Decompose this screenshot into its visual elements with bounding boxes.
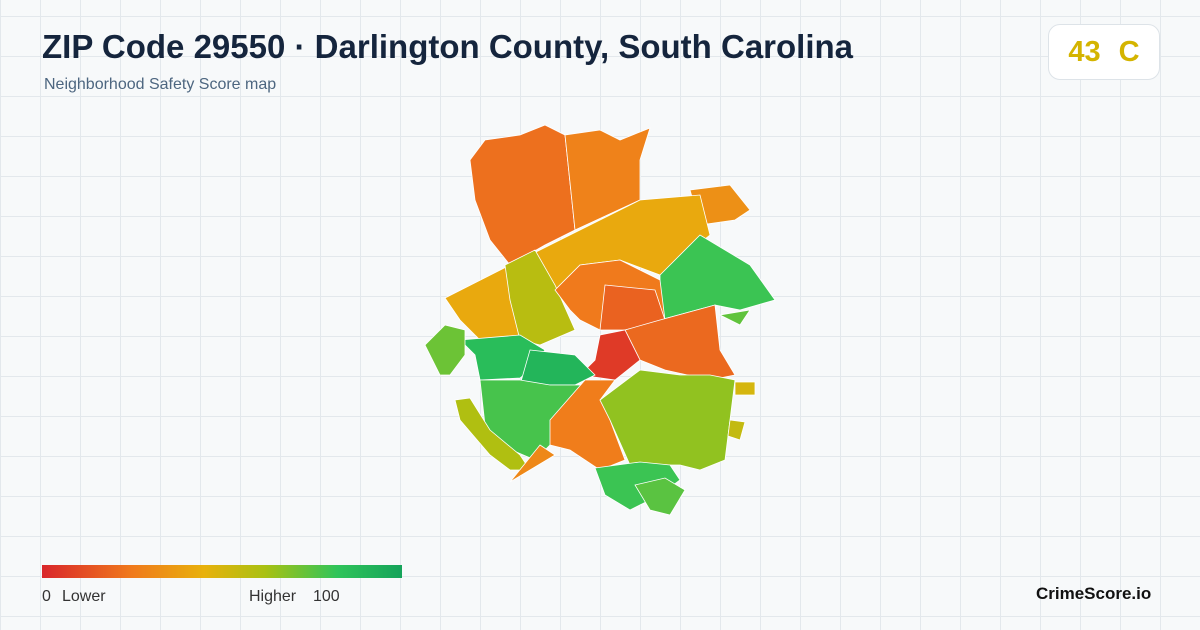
- region: [718, 309, 751, 326]
- region: [634, 477, 686, 516]
- legend-max-label: Higher: [249, 588, 297, 605]
- region: [727, 419, 746, 441]
- legend-min-label: Lower: [62, 588, 106, 605]
- title: ZIP Code 29550 · Darlington County, Sout…: [42, 28, 854, 65]
- score-value: 43: [1068, 35, 1101, 68]
- region: [424, 324, 466, 376]
- legend-max: 100: [313, 588, 340, 605]
- region: [734, 381, 756, 396]
- score-badge: 43 C: [1048, 24, 1160, 80]
- region: [599, 369, 736, 471]
- region: [549, 379, 626, 471]
- region: [509, 444, 556, 483]
- brand: CrimeScore.io: [1036, 584, 1152, 603]
- region: [504, 249, 576, 346]
- legend-bar: [42, 565, 402, 578]
- region: [519, 349, 596, 386]
- subtitle: Neighborhood Safety Score map: [44, 76, 277, 93]
- region: [564, 127, 651, 231]
- score-grade: C: [1118, 35, 1140, 68]
- legend-min: 0: [42, 588, 51, 605]
- region: [624, 304, 736, 381]
